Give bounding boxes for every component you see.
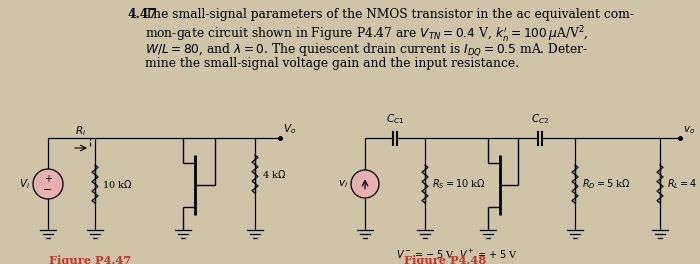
Text: $W/L=80$, and $\lambda=0$. The quiescent drain current is $I_{DQ}=0.5$ mA. Deter: $W/L=80$, and $\lambda=0$. The quiescent… — [145, 41, 589, 58]
Text: Figure P4.47: Figure P4.47 — [49, 255, 131, 264]
Text: $R_L=4$ k$\Omega$: $R_L=4$ k$\Omega$ — [667, 177, 700, 191]
Text: 4 k$\Omega$: 4 k$\Omega$ — [262, 168, 286, 180]
Text: +: + — [44, 174, 52, 184]
Text: mon-gate circuit shown in Figure P4.47 are $V_{TN}=0.4$ V, $k_n^{\prime}=100\,\m: mon-gate circuit shown in Figure P4.47 a… — [145, 25, 589, 45]
Text: $C_{C1}$: $C_{C1}$ — [386, 112, 404, 126]
Circle shape — [351, 170, 379, 198]
Text: mine the small-signal voltage gain and the input resistance.: mine the small-signal voltage gain and t… — [145, 58, 519, 70]
Text: $V_i$: $V_i$ — [19, 177, 30, 191]
Text: −: − — [43, 185, 52, 195]
Text: $v_o$: $v_o$ — [683, 124, 695, 136]
Text: 4.47: 4.47 — [128, 8, 158, 21]
Text: $C_{C2}$: $C_{C2}$ — [531, 112, 549, 126]
Text: $R_S=10$ k$\Omega$: $R_S=10$ k$\Omega$ — [432, 177, 486, 191]
Text: $R_D=5$ k$\Omega$: $R_D=5$ k$\Omega$ — [582, 177, 631, 191]
Text: $V_o$: $V_o$ — [283, 122, 296, 136]
Circle shape — [33, 169, 63, 199]
Text: The small-signal parameters of the NMOS transistor in the ac equivalent com-: The small-signal parameters of the NMOS … — [145, 8, 634, 21]
Text: $v_i$: $v_i$ — [338, 178, 348, 190]
Text: $R_i$: $R_i$ — [76, 124, 87, 138]
Text: $V^-=-5$ V: $V^-=-5$ V — [395, 248, 454, 260]
Text: $V^+=+5$ V: $V^+=+5$ V — [458, 248, 517, 261]
Text: 10 k$\Omega$: 10 k$\Omega$ — [102, 178, 132, 190]
Text: Figure P4.48: Figure P4.48 — [404, 255, 486, 264]
